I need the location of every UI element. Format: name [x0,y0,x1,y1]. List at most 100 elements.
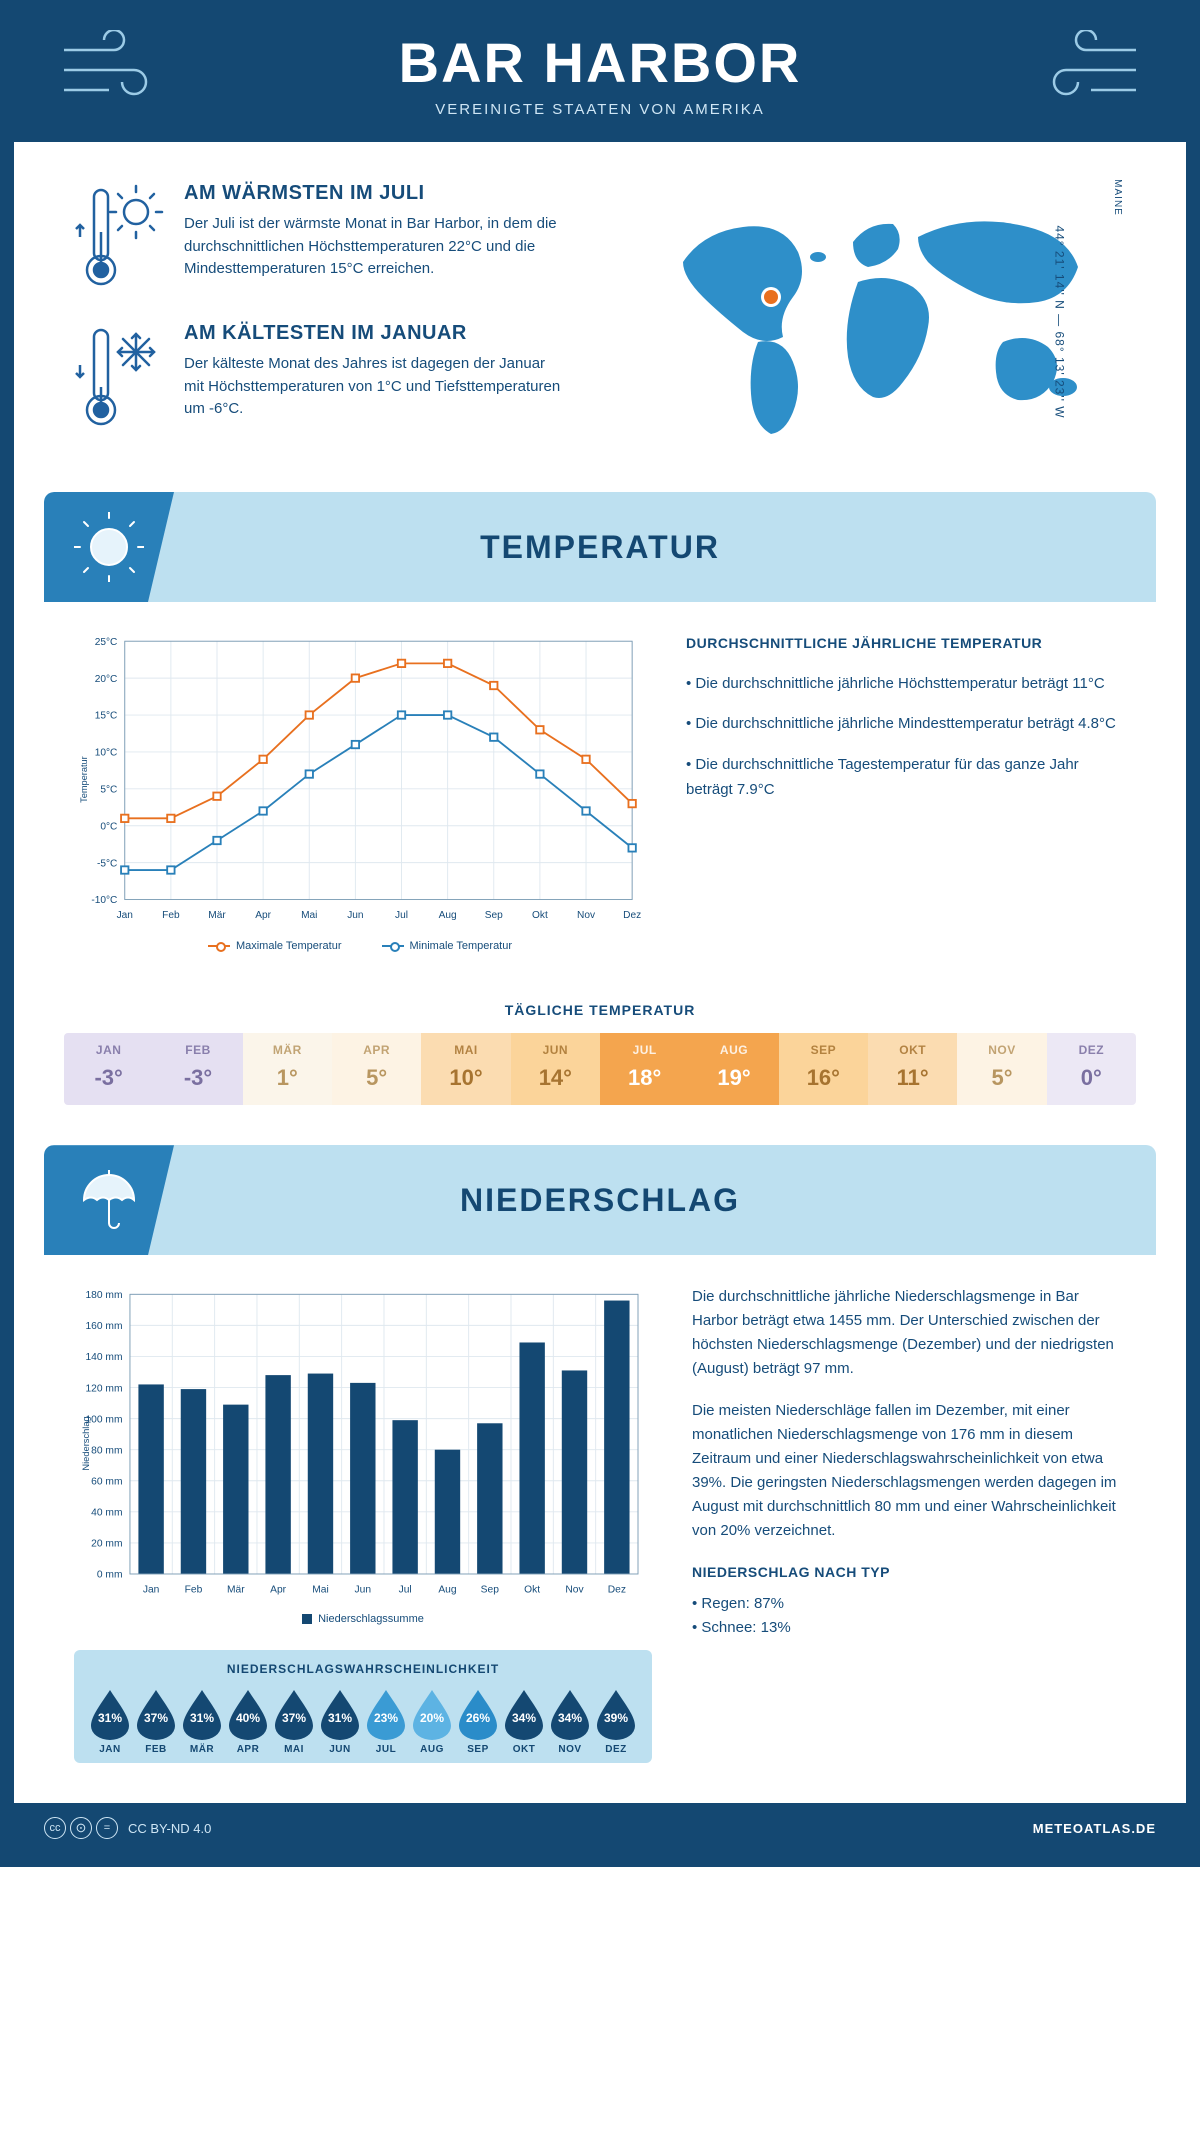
svg-text:0°C: 0°C [100,821,117,832]
page-title: BAR HARBOR [34,30,1166,95]
svg-text:Aug: Aug [438,1585,457,1596]
svg-text:120 mm: 120 mm [85,1383,122,1394]
legend-min: Minimale Temperatur [410,940,513,952]
precip-p1: Die durchschnittliche jährliche Niedersc… [692,1285,1126,1381]
svg-text:140 mm: 140 mm [85,1352,122,1363]
sun-icon [74,512,144,582]
probability-drop: 37% FEB [135,1688,177,1755]
svg-text:Jan: Jan [143,1585,160,1596]
svg-text:Nov: Nov [577,910,596,921]
daily-temp-cell: JUL18° [600,1033,689,1105]
site-name: METEOATLAS.DE [1033,1821,1156,1836]
svg-text:Apr: Apr [255,910,271,921]
footer: cc ⊙ = CC BY-ND 4.0 METEOATLAS.DE [14,1803,1186,1853]
daily-temp-cell: FEB-3° [153,1033,242,1105]
state-label: MAINE [1112,179,1123,216]
nd-icon: = [96,1817,118,1839]
thermometer-sun-icon [74,182,164,292]
precipitation-title: NIEDERSCHLAG [460,1182,740,1219]
daily-temp-table: JAN-3°FEB-3°MÄR1°APR5°MAI10°JUN14°JUL18°… [64,1033,1136,1105]
svg-text:Temperatur: Temperatur [79,756,89,803]
svg-text:Feb: Feb [162,910,180,921]
svg-text:180 mm: 180 mm [85,1290,122,1301]
umbrella-icon [74,1165,144,1235]
temp-bullet-2: • Die durchschnittliche jährliche Mindes… [686,711,1126,737]
svg-text:Sep: Sep [485,910,503,921]
daily-temp-cell: JAN-3° [64,1033,153,1105]
thermometer-snow-icon [74,322,164,432]
temp-bullet-1: • Die durchschnittliche jährliche Höchst… [686,671,1126,697]
svg-text:Mai: Mai [312,1585,329,1596]
probability-drop: 34% NOV [549,1688,591,1755]
daily-temp-cell: MÄR1° [243,1033,332,1105]
svg-text:Okt: Okt [524,1585,540,1596]
probability-drop: 34% OKT [503,1688,545,1755]
svg-text:Mai: Mai [301,910,317,921]
probability-title: NIEDERSCHLAGSWAHRSCHEINLICHKEIT [89,1662,637,1676]
svg-text:10°C: 10°C [95,748,118,759]
temp-text-heading: DURCHSCHNITTLICHE JÄHRLICHE TEMPERATUR [686,632,1126,656]
svg-text:15°C: 15°C [95,711,118,722]
precip-type-1: • Regen: 87% [692,1592,1126,1616]
probability-drop: 23% JUL [365,1688,407,1755]
probability-drop: 37% MAI [273,1688,315,1755]
svg-text:Okt: Okt [532,910,548,921]
svg-text:Mär: Mär [208,910,226,921]
svg-text:60 mm: 60 mm [91,1477,122,1488]
precip-type-heading: NIEDERSCHLAG NACH TYP [692,1561,1126,1583]
daily-temp-cell: MAI10° [421,1033,510,1105]
temperature-summary: DURCHSCHNITTLICHE JÄHRLICHE TEMPERATUR •… [686,632,1126,952]
precipitation-banner: NIEDERSCHLAG [44,1145,1156,1255]
daily-temp-cell: NOV5° [957,1033,1046,1105]
svg-text:Niederschlag: Niederschlag [81,1417,91,1471]
cc-icons: cc ⊙ = [44,1817,118,1839]
warmest-text: Der Juli ist der wärmste Monat in Bar Ha… [184,213,564,281]
svg-text:20 mm: 20 mm [91,1539,122,1550]
daily-temp-cell: OKT11° [868,1033,957,1105]
svg-text:5°C: 5°C [100,785,117,796]
svg-text:Sep: Sep [481,1585,500,1596]
svg-text:Nov: Nov [565,1585,584,1596]
svg-text:Apr: Apr [270,1585,287,1596]
precipitation-chart: 0 mm20 mm40 mm60 mm80 mm100 mm120 mm140 … [74,1285,652,1625]
warmest-block: AM WÄRMSTEN IM JULI Der Juli ist der wär… [74,182,580,292]
coldest-block: AM KÄLTESTEN IM JANUAR Der kälteste Mona… [74,322,580,432]
daily-temp-cell: APR5° [332,1033,421,1105]
daily-temp-cell: DEZ0° [1047,1033,1136,1105]
license-text: CC BY-ND 4.0 [128,1821,211,1836]
precipitation-summary: Die durchschnittliche jährliche Niedersc… [692,1285,1126,1763]
temperature-banner: TEMPERATUR [44,492,1156,602]
probability-drop: 40% APR [227,1688,269,1755]
svg-text:100 mm: 100 mm [85,1415,122,1426]
temp-bullet-3: • Die durchschnittliche Tagestemperatur … [686,752,1126,803]
svg-text:Mär: Mär [227,1585,245,1596]
precip-type-2: • Schnee: 13% [692,1616,1126,1640]
wind-icon [54,30,174,110]
svg-text:160 mm: 160 mm [85,1321,122,1332]
svg-text:25°C: 25°C [95,637,118,648]
svg-text:0 mm: 0 mm [97,1570,123,1581]
cc-icon: cc [44,1817,66,1839]
svg-text:Jun: Jun [355,1585,372,1596]
probability-drop: 20% AUG [411,1688,453,1755]
wind-icon [1026,30,1146,110]
svg-text:-10°C: -10°C [91,895,117,906]
temperature-title: TEMPERATUR [480,529,720,566]
probability-drop: 31% JAN [89,1688,131,1755]
page-subtitle: VEREINIGTE STAATEN VON AMERIKA [34,101,1166,118]
precip-p2: Die meisten Niederschläge fallen im Deze… [692,1399,1126,1543]
probability-drop: 39% DEZ [595,1688,637,1755]
header: BAR HARBOR VEREINIGTE STAATEN VON AMERIK… [14,0,1186,142]
svg-text:Jul: Jul [395,910,408,921]
svg-text:Jan: Jan [117,910,133,921]
svg-text:Feb: Feb [185,1585,203,1596]
daily-temp-title: TÄGLICHE TEMPERATUR [14,1002,1186,1018]
coldest-title: AM KÄLTESTEN IM JANUAR [184,322,564,345]
svg-text:Jul: Jul [399,1585,412,1596]
by-icon: ⊙ [70,1817,92,1839]
svg-text:-5°C: -5°C [97,858,117,869]
coldest-text: Der kälteste Monat des Jahres ist dagege… [184,353,564,421]
coordinates: 44° 21' 14'' N — 68° 13' 23'' W [1052,225,1066,418]
temperature-chart: -10°C-5°C0°C5°C10°C15°C20°C25°CJanFebMär… [74,632,646,952]
svg-text:Aug: Aug [439,910,457,921]
